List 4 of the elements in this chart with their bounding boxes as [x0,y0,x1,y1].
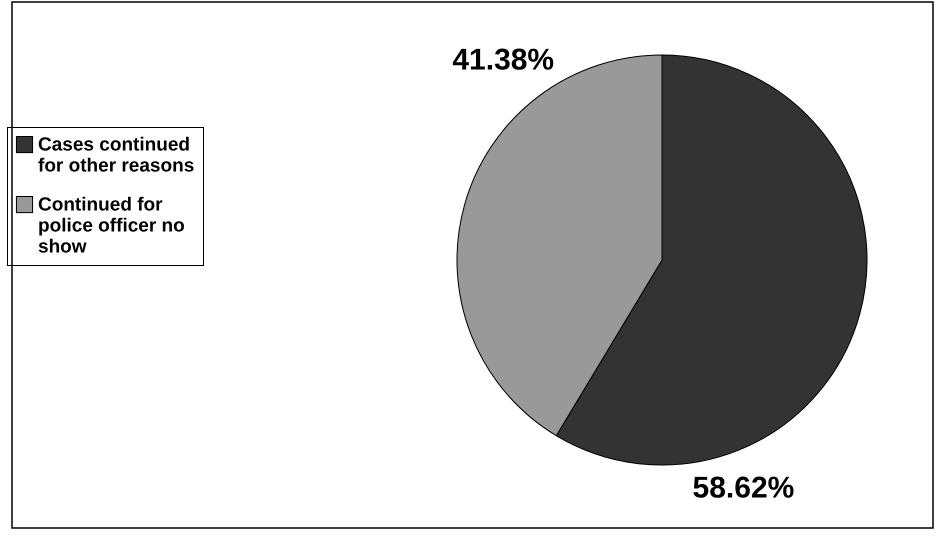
data-label: 58.62% [692,472,794,505]
data-label: 41.38% [452,44,554,77]
legend-label: Cases continued for other reasons [38,134,194,176]
legend-label: Continued for police officer no show [38,194,185,258]
